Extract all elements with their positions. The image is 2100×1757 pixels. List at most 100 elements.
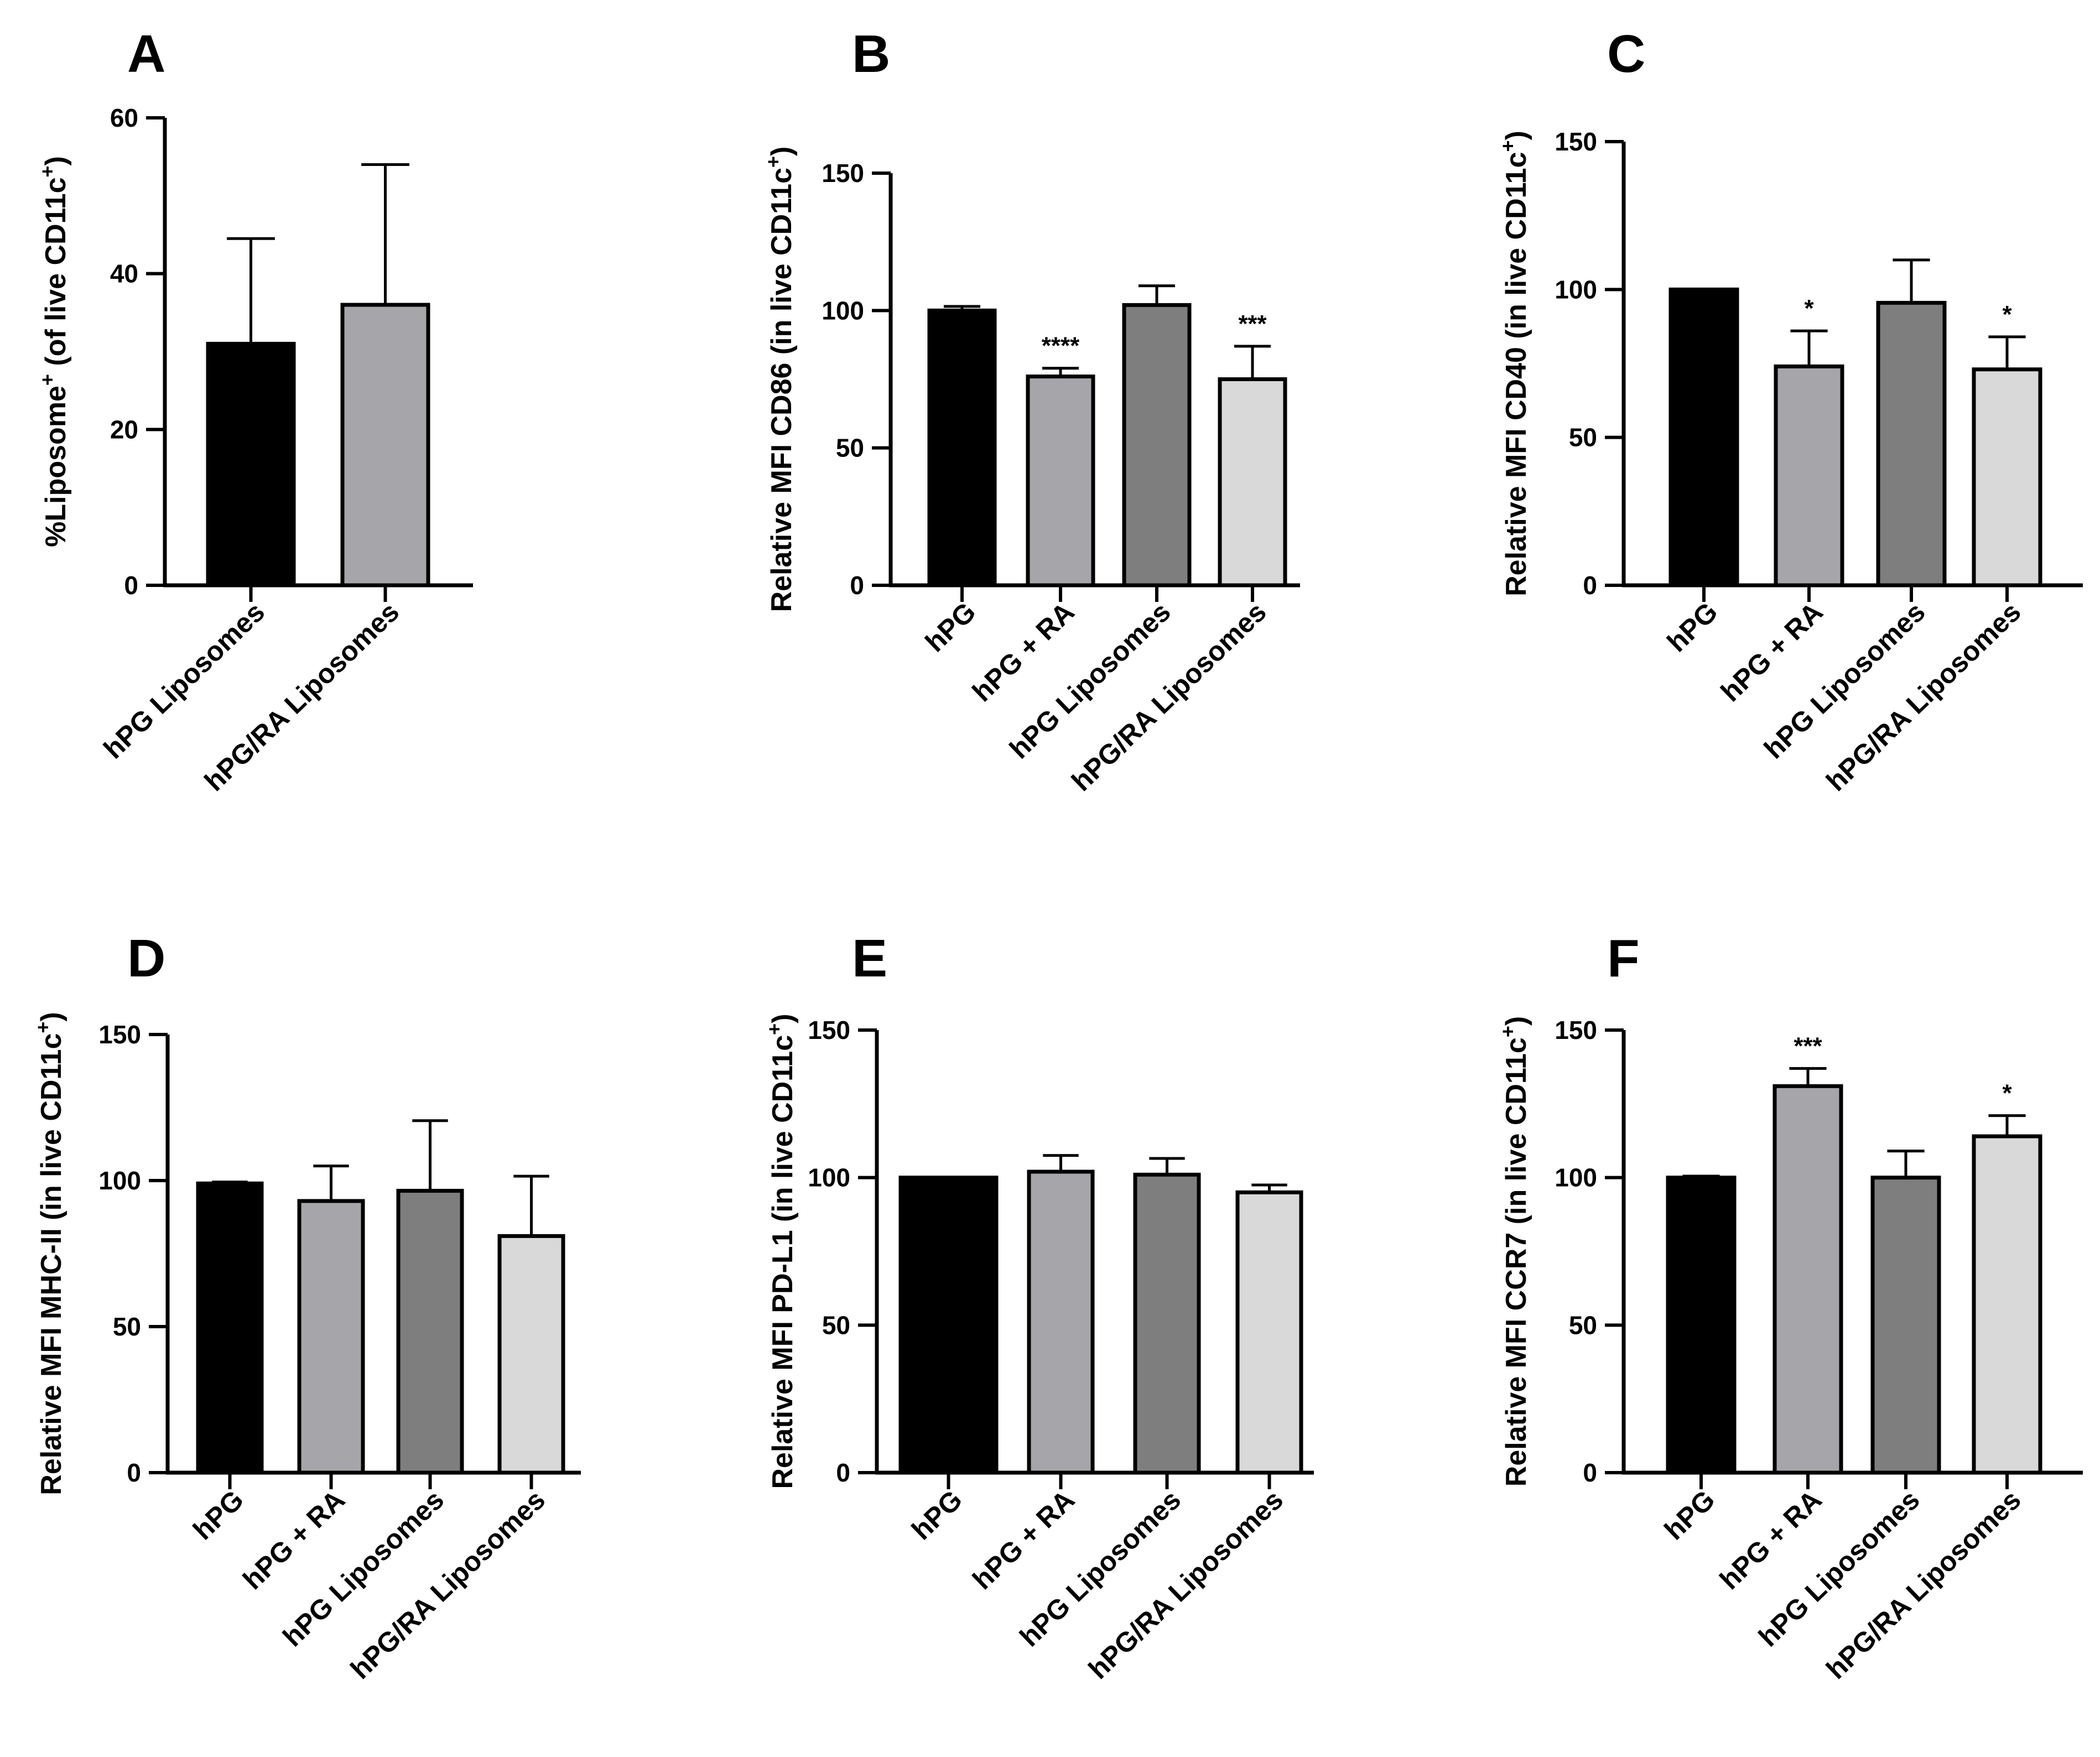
y-tick-label: 150 xyxy=(822,159,864,188)
y-tick-label: 150 xyxy=(1555,1016,1597,1044)
y-axis-title: Relative MFI MHC-II (in live CD11c+) xyxy=(32,1012,68,1495)
y-axis-title-part: ) xyxy=(1500,131,1532,140)
y-axis-title-part: Relative MFI MHC-II (in live CD11c xyxy=(35,1033,67,1495)
panel-letter-a: A xyxy=(127,24,165,84)
bar-hpg-liposomes xyxy=(396,1188,464,1475)
bar-hpg-ra xyxy=(1026,375,1095,588)
y-tick-label: 0 xyxy=(836,1458,850,1487)
panel-letter-f: F xyxy=(1607,929,1640,988)
bar-hpg-liposomes xyxy=(1133,1172,1201,1475)
bar-hpg-liposomes xyxy=(1870,1176,1941,1475)
y-axis-title-part: ) xyxy=(35,1012,67,1021)
y-axis-title: %Liposome+ (of live CD11c+) xyxy=(36,156,72,547)
x-tick-label: hPG + RA xyxy=(966,1484,1080,1595)
panel-letter-b: B xyxy=(852,24,890,84)
y-tick-label: 100 xyxy=(1555,275,1597,304)
y-axis-title-part: Relative MFI CD86 (in live CD11c xyxy=(766,168,798,612)
y-tick-label: 100 xyxy=(1555,1163,1597,1192)
bar-hpg-ra xyxy=(1772,1084,1843,1475)
significance-label: *** xyxy=(1794,1032,1822,1059)
significance-label: * xyxy=(1804,295,1814,322)
y-tick-label: 50 xyxy=(1569,423,1597,452)
bar-hpg xyxy=(927,308,997,588)
y-axis-title: Relative MFI CD86 (in live CD11c+) xyxy=(762,147,798,612)
y-tick-label: 50 xyxy=(836,434,864,462)
bar-hpg xyxy=(1666,1176,1737,1475)
bar-hpg-liposomes xyxy=(1876,300,1947,588)
x-tick-label: hPG/RA Liposomes xyxy=(345,1484,551,1685)
y-axis-title-part: ) xyxy=(40,156,72,165)
bar-hpg-liposomes xyxy=(1122,303,1192,588)
y-tick-label: 20 xyxy=(110,415,138,444)
y-tick-label: 100 xyxy=(822,296,864,325)
y-axis-title-superscript: + xyxy=(36,165,59,177)
y-axis-title-part: Relative MFI CD40 (in live CD11c xyxy=(1500,152,1532,596)
y-tick-label: 150 xyxy=(98,1020,141,1049)
x-tick-label: hPG xyxy=(1659,1484,1721,1546)
x-tick-label: hPG xyxy=(1661,596,1724,658)
x-tick-label: hPG xyxy=(919,596,982,658)
y-axis-title-part: %Liposome xyxy=(40,386,72,547)
y-axis-title-part: ) xyxy=(766,147,798,156)
bar-hpg xyxy=(1668,287,1739,588)
y-tick-label: 50 xyxy=(1569,1311,1597,1339)
panel-c: C 0 50 100 150 Relative MFI CD40 (in live CD1… xyxy=(1496,24,2083,797)
y-axis-title-part: ) xyxy=(767,1013,799,1023)
y-tick-label: 0 xyxy=(850,571,864,600)
y-axis-title-part: ) xyxy=(1500,1016,1532,1026)
y-axis-title: Relative MFI CD40 (in live CD11c+) xyxy=(1496,131,1533,596)
x-tick-label: hPG/RA Liposomes xyxy=(1820,1484,2026,1685)
panel-letter-d: D xyxy=(127,929,165,988)
bar-hpg xyxy=(196,1181,264,1475)
bar-hpg xyxy=(898,1176,999,1475)
x-tick-label: hPG xyxy=(187,1484,249,1546)
x-tick-label: hPG Liposomes xyxy=(1004,596,1177,765)
bar-hpg-ra-liposomes xyxy=(340,303,430,588)
y-axis-title-superscript: + xyxy=(762,156,784,168)
y-axis-title-superscript: + xyxy=(32,1022,54,1033)
y-axis-title-part: (of live CD11c xyxy=(40,178,72,374)
significance-label: * xyxy=(2002,1080,2012,1107)
y-axis-title-superscript: + xyxy=(1496,1026,1519,1037)
y-tick-label: 100 xyxy=(98,1166,141,1195)
y-tick-label: 0 xyxy=(1583,571,1597,600)
bar-hpg-ra-liposomes xyxy=(1235,1190,1303,1475)
panel-letter-c: C xyxy=(1607,24,1645,84)
y-tick-label: 0 xyxy=(1583,1458,1597,1487)
y-tick-label: 150 xyxy=(808,1016,850,1044)
y-axis-title-part: Relative MFI PD-L1 (in live CD11c xyxy=(767,1035,799,1489)
y-tick-label: 60 xyxy=(110,103,138,132)
bar-hpg-ra xyxy=(1027,1169,1095,1475)
y-tick-label: 0 xyxy=(127,1458,141,1487)
y-tick-label: 100 xyxy=(808,1163,850,1192)
y-axis-title-part: Relative MFI CCR7 (in live CD11c xyxy=(1500,1037,1532,1486)
y-axis-title: Relative MFI CCR7 (in live CD11c+) xyxy=(1496,1016,1533,1486)
bar-hpg-ra-liposomes xyxy=(1218,377,1287,588)
y-axis-title-superscript: + xyxy=(1496,140,1519,152)
x-tick-label: hPG/RA Liposomes xyxy=(1065,596,1272,797)
significance-label: *** xyxy=(1238,310,1267,337)
bar-hpg-ra-liposomes xyxy=(1972,1134,2042,1475)
panel-letter-e: E xyxy=(852,929,887,988)
y-tick-label: 50 xyxy=(822,1311,850,1339)
y-axis-title-superscript: + xyxy=(763,1023,786,1035)
y-tick-label: 40 xyxy=(110,259,138,288)
x-tick-label: hPG/RA Liposomes xyxy=(1083,1484,1289,1685)
panel-f: F 0 50 100 150 Relative MFI CCR7 (in live CD1… xyxy=(1496,929,2083,1685)
y-axis-title: Relative MFI PD-L1 (in live CD11c+) xyxy=(763,1013,799,1489)
y-axis-title-superscript: + xyxy=(36,374,59,386)
significance-label: * xyxy=(2002,301,2012,328)
y-tick-label: 50 xyxy=(113,1312,141,1341)
significance-label: **** xyxy=(1042,332,1080,360)
bar-hpg-liposomes xyxy=(206,341,296,588)
x-tick-label: hPG xyxy=(906,1484,968,1546)
y-tick-label: 0 xyxy=(124,571,138,600)
bar-hpg-ra-liposomes xyxy=(1972,367,2042,588)
bar-hpg-ra-liposomes xyxy=(497,1234,565,1475)
panel-b: B 0 50 100 150 Relative MFI CD86 (in live CD1… xyxy=(762,24,1300,797)
bar-hpg-ra xyxy=(1774,364,1844,588)
y-tick-label: 150 xyxy=(1555,127,1597,156)
